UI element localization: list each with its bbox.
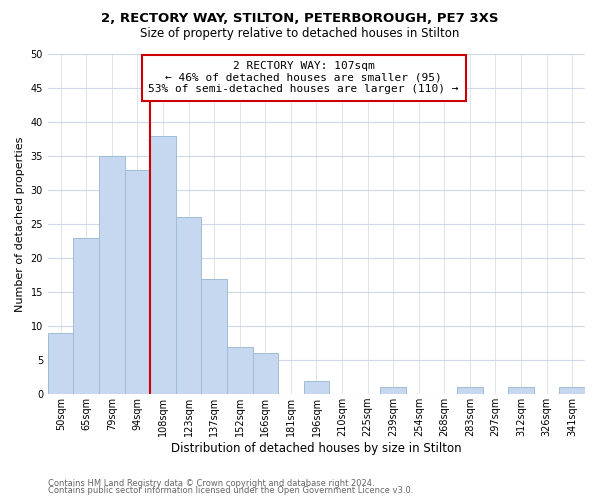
Bar [48, 333, 73, 394]
Text: Size of property relative to detached houses in Stilton: Size of property relative to detached ho… [140, 28, 460, 40]
Text: Contains public sector information licensed under the Open Government Licence v3: Contains public sector information licen… [48, 486, 413, 495]
Bar [457, 388, 482, 394]
Bar [304, 380, 329, 394]
Bar [125, 170, 150, 394]
Text: 2 RECTORY WAY: 107sqm
← 46% of detached houses are smaller (95)
53% of semi-deta: 2 RECTORY WAY: 107sqm ← 46% of detached … [148, 61, 459, 94]
Text: Contains HM Land Registry data © Crown copyright and database right 2024.: Contains HM Land Registry data © Crown c… [48, 478, 374, 488]
Bar [253, 354, 278, 394]
Text: 2, RECTORY WAY, STILTON, PETERBOROUGH, PE7 3XS: 2, RECTORY WAY, STILTON, PETERBOROUGH, P… [101, 12, 499, 26]
Bar [508, 388, 534, 394]
X-axis label: Distribution of detached houses by size in Stilton: Distribution of detached houses by size … [171, 442, 462, 455]
Bar [73, 238, 99, 394]
Bar [150, 136, 176, 394]
Y-axis label: Number of detached properties: Number of detached properties [15, 136, 25, 312]
Bar [202, 278, 227, 394]
Bar [99, 156, 125, 394]
Bar [227, 346, 253, 394]
Bar [176, 218, 202, 394]
Bar [380, 388, 406, 394]
Bar [559, 388, 585, 394]
